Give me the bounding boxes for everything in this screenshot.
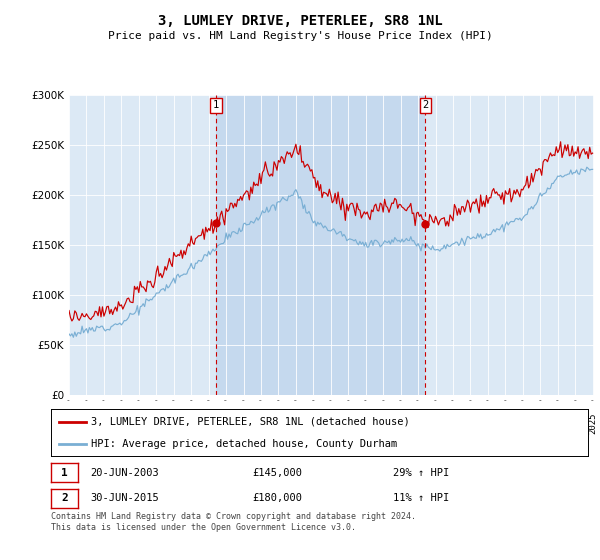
Text: 2014: 2014 bbox=[396, 413, 405, 434]
Text: 2018: 2018 bbox=[466, 413, 475, 434]
Text: 2023: 2023 bbox=[553, 413, 562, 434]
Text: 1: 1 bbox=[213, 100, 219, 110]
Text: 2025: 2025 bbox=[588, 413, 597, 434]
Text: 2017: 2017 bbox=[448, 413, 457, 434]
Text: 2024: 2024 bbox=[571, 413, 580, 434]
Text: 1998: 1998 bbox=[117, 413, 126, 434]
Text: Price paid vs. HM Land Registry's House Price Index (HPI): Price paid vs. HM Land Registry's House … bbox=[107, 31, 493, 41]
Text: 2003: 2003 bbox=[204, 413, 213, 434]
Text: 3, LUMLEY DRIVE, PETERLEE, SR8 1NL: 3, LUMLEY DRIVE, PETERLEE, SR8 1NL bbox=[158, 14, 442, 28]
Text: 2019: 2019 bbox=[484, 413, 493, 434]
Text: 20-JUN-2003: 20-JUN-2003 bbox=[90, 468, 159, 478]
Text: 2: 2 bbox=[422, 100, 428, 110]
Text: Contains HM Land Registry data © Crown copyright and database right 2024.
This d: Contains HM Land Registry data © Crown c… bbox=[51, 512, 416, 532]
Text: 1: 1 bbox=[61, 468, 68, 478]
Text: 2: 2 bbox=[61, 493, 68, 503]
Text: 11% ↑ HPI: 11% ↑ HPI bbox=[393, 493, 449, 503]
Text: 30-JUN-2015: 30-JUN-2015 bbox=[90, 493, 159, 503]
Text: 2010: 2010 bbox=[326, 413, 335, 434]
Text: 2004: 2004 bbox=[221, 413, 230, 434]
Text: 1995: 1995 bbox=[65, 413, 74, 434]
Text: 2005: 2005 bbox=[239, 413, 248, 434]
Text: 2009: 2009 bbox=[309, 413, 318, 434]
Text: 2002: 2002 bbox=[187, 413, 196, 434]
Text: 1997: 1997 bbox=[100, 413, 109, 434]
Text: 1999: 1999 bbox=[134, 413, 143, 434]
Text: 2016: 2016 bbox=[431, 413, 440, 434]
Text: HPI: Average price, detached house, County Durham: HPI: Average price, detached house, Coun… bbox=[91, 438, 398, 449]
Text: 2006: 2006 bbox=[256, 413, 265, 434]
Text: 2020: 2020 bbox=[501, 413, 510, 434]
Text: 2015: 2015 bbox=[413, 413, 422, 434]
Text: 1996: 1996 bbox=[82, 413, 91, 434]
Text: 2007: 2007 bbox=[274, 413, 283, 434]
Text: £145,000: £145,000 bbox=[252, 468, 302, 478]
Text: 2011: 2011 bbox=[344, 413, 353, 434]
Text: 2022: 2022 bbox=[536, 413, 545, 434]
Text: 2021: 2021 bbox=[518, 413, 527, 434]
Bar bbox=[216, 95, 425, 395]
Text: 2012: 2012 bbox=[361, 413, 370, 434]
Text: 29% ↑ HPI: 29% ↑ HPI bbox=[393, 468, 449, 478]
Text: 3, LUMLEY DRIVE, PETERLEE, SR8 1NL (detached house): 3, LUMLEY DRIVE, PETERLEE, SR8 1NL (deta… bbox=[91, 417, 410, 427]
Text: £180,000: £180,000 bbox=[252, 493, 302, 503]
Text: 2001: 2001 bbox=[169, 413, 178, 434]
Text: 2000: 2000 bbox=[152, 413, 161, 434]
Text: 2013: 2013 bbox=[379, 413, 388, 434]
Text: 2008: 2008 bbox=[292, 413, 301, 434]
